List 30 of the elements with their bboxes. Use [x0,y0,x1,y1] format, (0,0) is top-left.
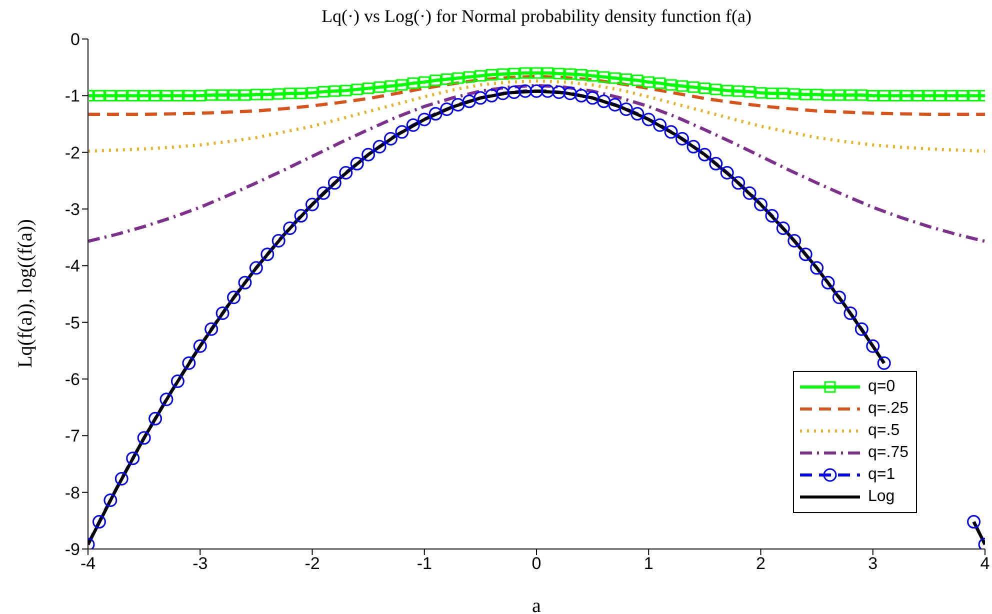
line-series [88,79,985,153]
y-axis-title: Lq(f(a)), log((f(a)) [14,218,38,370]
y-tick-label: -7 [64,426,80,446]
legend-label: q=0 [868,378,896,396]
y-tick-label: -3 [64,200,80,220]
y-tick-label: -6 [64,370,80,390]
legend-label: Log [868,488,895,506]
x-tick-label: -1 [416,554,432,574]
y-tick-label: -2 [64,143,80,162]
chart-title: Lq(·) vs Log(·) for Normal probability density function f(a) [320,6,752,27]
x-tick-label: 4 [980,554,990,574]
x-axis-title: a [532,595,542,614]
legend-label: q=.5 [868,422,900,440]
y-tick-label: -1 [64,86,80,106]
legend-label: q=1 [868,466,896,484]
y-tick-label: 0 [70,30,80,50]
y-tick-label: -4 [64,256,80,276]
x-tick-label: 1 [644,554,654,574]
x-tick-label: -4 [80,554,96,574]
legend-label: q=.75 [868,444,908,462]
legend-label: q=.25 [868,400,908,418]
y-tick-label: -5 [64,313,80,332]
x-tick-label: 3 [868,554,878,574]
y-tick-label: -9 [64,540,80,560]
x-tick-label: -2 [304,554,320,574]
y-tick-label: -8 [64,483,80,502]
x-tick-label: 0 [532,554,542,574]
line-series [88,84,985,243]
x-tick-label: -3 [192,554,208,574]
x-tick-label: 2 [756,554,766,574]
